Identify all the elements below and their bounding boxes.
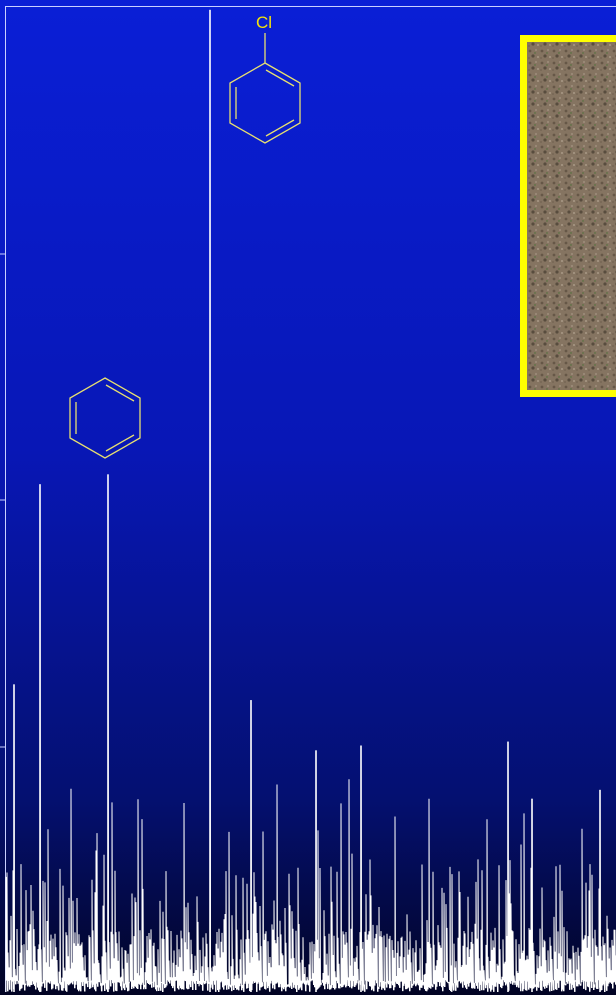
benzene-structure-icon <box>69 377 141 459</box>
chlorobenzene-structure-icon <box>229 33 301 144</box>
chlorine-label: Cl <box>256 13 272 32</box>
y-axis <box>0 6 616 992</box>
chromatogram-trace <box>5 9 616 993</box>
trace-line <box>5 9 616 993</box>
soil-photo-icon <box>520 35 616 397</box>
